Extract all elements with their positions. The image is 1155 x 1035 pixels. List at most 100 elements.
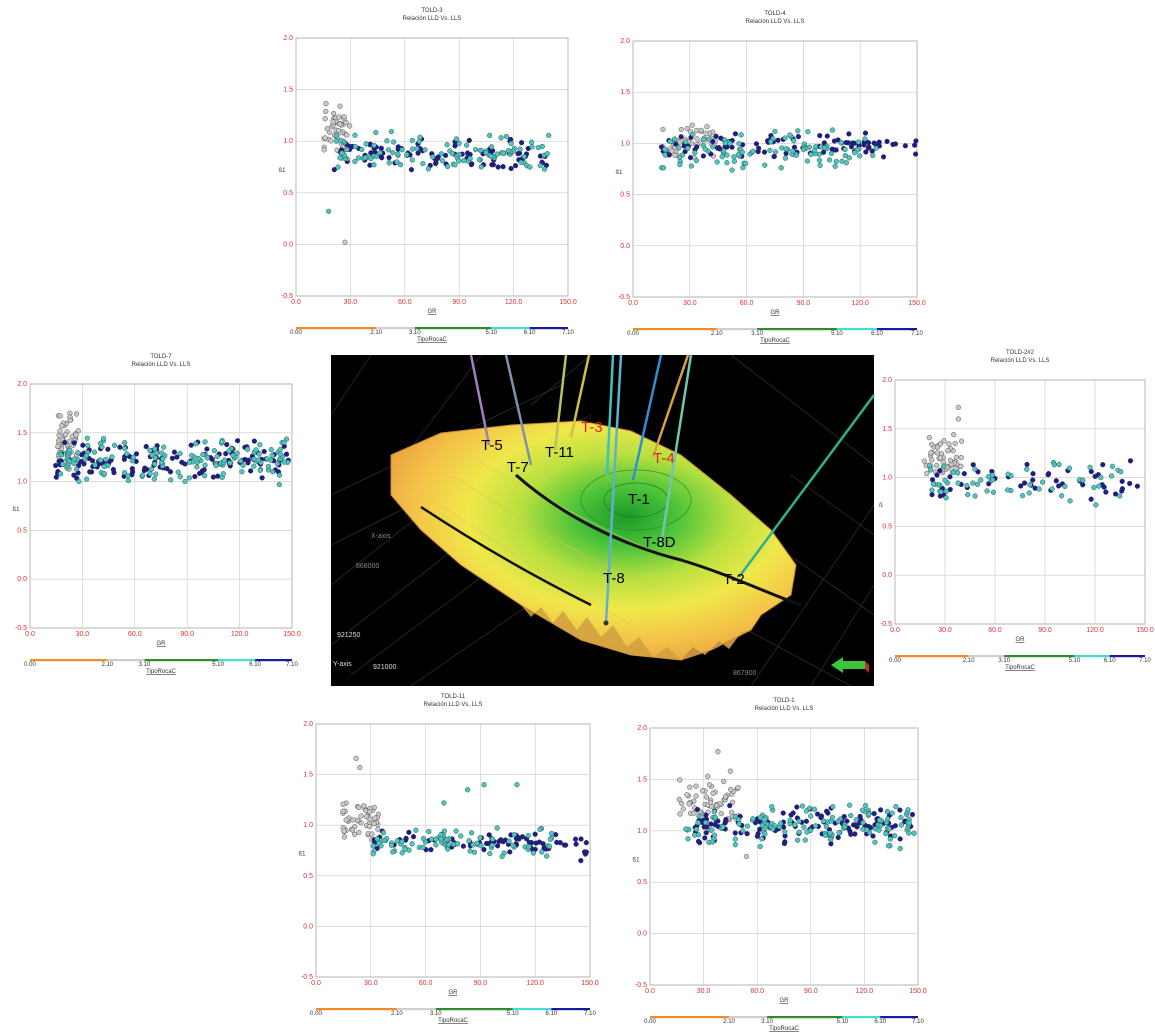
data-point-navy [572,836,579,842]
data-point-cyan [791,138,797,144]
data-point-navy [573,841,579,847]
colorbar-tick: 3.10 [751,331,763,337]
data-point-navy [868,825,874,831]
data-point-navy [469,161,475,167]
data-point-cyan [857,153,863,159]
data-point-navy [1119,486,1126,492]
x-tick-label: 0.0 [645,988,655,995]
data-point-cyan [508,140,514,147]
structure-surface [390,420,797,661]
data-point-navy [780,810,786,816]
data-point-gray [684,792,690,798]
data-point-cyan [253,447,259,453]
data-point-cyan [438,151,445,157]
data-point-cyan [265,463,272,470]
x-tick-label: 90.0 [180,631,194,638]
data-point-cyan [66,458,72,464]
well-label-t5: T-5 [481,437,503,454]
data-point-cyan [978,477,984,483]
data-point-cyan [374,836,380,842]
data-point-navy [164,466,170,472]
data-point-cyan [1098,474,1104,481]
data-point-outlier [715,749,721,755]
data-point-gray [322,135,328,141]
data-point-cyan [420,836,427,842]
colorbar-tick: 0.00 [627,331,639,337]
data-point-navy [937,468,943,474]
data-point-cyan [736,141,742,147]
data-point-navy [961,471,967,477]
data-point-navy [143,443,149,450]
data-point-cyan [546,843,553,849]
data-point-gray [958,463,964,469]
data-point-gray [369,831,375,837]
data-point-cyan [546,132,552,138]
x-tick-label: 120.0 [505,299,523,306]
colorbar-tick: 2.10 [723,1019,735,1025]
data-point-cyan [476,157,483,163]
data-point-cyan [802,837,808,843]
data-point-navy [912,142,918,148]
data-point-cyan [743,160,749,166]
data-point-cyan [151,476,157,482]
data-point-cyan [438,836,444,842]
data-point-gray [57,413,63,419]
data-point-navy [947,474,953,480]
data-point-cyan [842,824,848,830]
data-point-cyan [693,826,700,832]
data-point-outlier [955,416,961,422]
data-point-cyan [801,824,807,830]
data-point-navy [507,849,513,855]
data-point-cyan [805,129,811,135]
x-tick-label: 0.0 [628,300,638,307]
data-point-gray [686,801,692,807]
data-point-gray [323,101,329,107]
data-point-navy [714,145,721,151]
data-point-cyan [505,147,512,154]
data-point-cyan [182,478,188,485]
chart-subtitle: Relación LLD Vs. LLS [745,19,805,25]
data-point-cyan [487,132,493,139]
data-point-navy [62,439,68,446]
y-tick-label: 0.5 [620,192,630,199]
data-point-cyan [1020,493,1026,499]
y-tick-label: -0.5 [281,293,293,300]
colorbar-tick: 7.10 [1139,658,1151,664]
data-point-cyan [927,462,933,468]
data-point-cyan [1036,486,1042,492]
colorbar-tick: 5.10 [485,330,497,336]
data-point-cyan [911,830,917,836]
data-point-cyan [821,818,827,824]
data-point-cyan [420,844,426,850]
data-point-cyan [193,441,199,447]
data-point-cyan [989,472,996,478]
data-point-navy [395,144,401,150]
data-point-gray [57,428,63,434]
data-point-cyan [927,467,934,473]
data-point-navy [481,847,487,853]
data-point-cyan [972,466,978,472]
data-point-cyan [381,837,388,844]
data-point-gray [722,794,729,800]
data-point-cyan [202,439,208,445]
data-point-cyan [660,165,666,171]
data-point-cyan [221,457,228,463]
data-point-cyan [906,830,912,836]
data-point-cyan [394,838,400,844]
data-point-cyan [889,810,895,816]
data-point-navy [533,840,539,846]
data-point-gray [375,826,381,832]
x-tick-label: 150.0 [909,988,927,995]
data-point-cyan [220,471,226,477]
data-point-cyan [445,163,451,170]
data-point-navy [1018,483,1024,489]
colorbar-segment [1109,655,1145,658]
data-point-navy [508,165,514,172]
data-point-cyan [397,162,404,168]
data-point-navy [794,804,800,810]
data-point-cyan [782,155,789,161]
data-point-gray [344,132,350,138]
y-axis-label: ß1 [632,858,640,864]
data-point-cyan [189,452,195,459]
x-tick-label: 0.0 [311,980,321,987]
